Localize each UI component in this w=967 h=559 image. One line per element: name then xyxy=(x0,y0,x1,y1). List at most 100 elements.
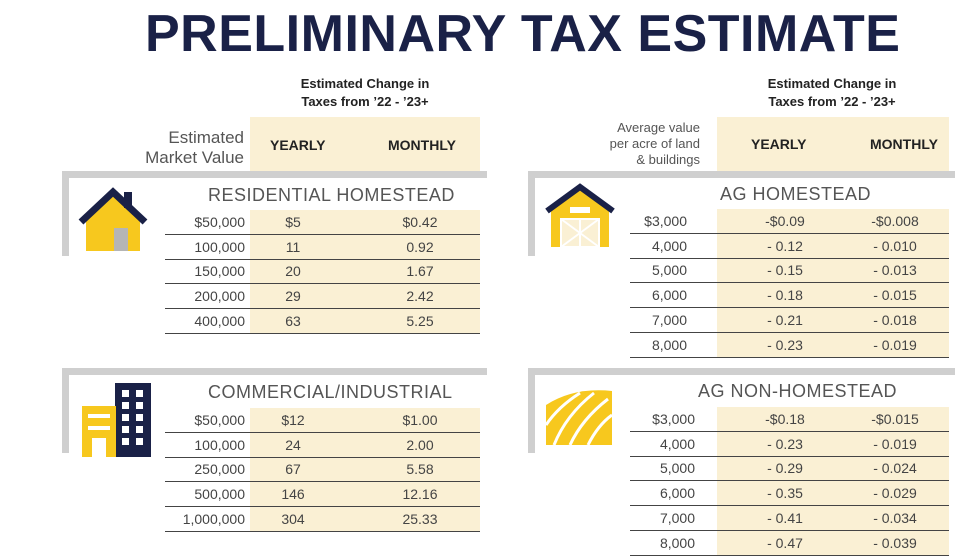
monthly-cell: -$0.015 xyxy=(871,411,919,427)
table-row: 500,000 146 12.16 xyxy=(165,482,480,508)
table-row: 6,000 - 0.35 - 0.029 xyxy=(630,481,949,507)
value-cell: 6,000 xyxy=(659,485,695,502)
value-cell: 6,000 xyxy=(651,287,687,304)
yearly-cell: -$0.09 xyxy=(765,213,805,229)
value-cell: 400,000 xyxy=(194,312,245,329)
monthly-cell: $1.00 xyxy=(402,412,438,428)
table-row: 7,000 - 0.21 - 0.018 xyxy=(630,308,949,333)
monthly-cell: - 0.018 xyxy=(873,311,917,328)
yearly-cell: - 0.47 xyxy=(767,534,803,551)
monthly-cell: - 0.013 xyxy=(873,262,917,279)
ag-homestead-bracket xyxy=(528,171,955,256)
residential-section-title: RESIDENTIAL HOMESTEAD xyxy=(208,185,455,205)
table-row: $3,000 -$0.09 -$0.008 xyxy=(630,209,949,234)
yearly-cell: - 0.15 xyxy=(767,262,803,279)
monthly-cell: 1.67 xyxy=(406,263,434,280)
left-value-label-line1: Estimated xyxy=(168,128,244,147)
table-row: $50,000 $5 $0.42 xyxy=(165,210,480,235)
right-change-header-line2: Taxes from ’22 - ’23+ xyxy=(768,94,896,109)
right-value-label-line2: per acre of land xyxy=(609,136,700,151)
house-icon xyxy=(78,187,148,251)
yearly-cell: - 0.23 xyxy=(767,336,803,353)
right-value-label-line1: Average value xyxy=(617,120,700,135)
table-row: 8,000 - 0.47 - 0.039 xyxy=(630,531,949,556)
value-cell: 1,000,000 xyxy=(182,510,245,527)
monthly-cell: $0.42 xyxy=(402,214,438,230)
value-cell: 7,000 xyxy=(651,311,687,328)
monthly-cell: - 0.019 xyxy=(873,435,917,452)
monthly-cell: -$0.008 xyxy=(871,213,919,229)
monthly-cell: - 0.010 xyxy=(873,237,917,254)
monthly-cell: 5.58 xyxy=(406,461,434,478)
value-cell: 8,000 xyxy=(659,534,695,551)
yearly-cell: - 0.18 xyxy=(767,287,803,304)
ag-homestead-section-title: AG HOMESTEAD xyxy=(720,184,872,204)
value-cell: 5,000 xyxy=(651,262,687,279)
commercial-section-title: COMMERCIAL/INDUSTRIAL xyxy=(208,382,453,402)
left-change-header-line1: Estimated Change in xyxy=(300,76,430,91)
table-row: 1,000,000 304 25.33 xyxy=(165,507,480,532)
value-cell: 4,000 xyxy=(651,237,687,254)
table-row: 7,000 - 0.41 - 0.034 xyxy=(630,506,949,531)
right-value-label-line3: & buildings xyxy=(636,152,700,167)
left-value-label-line2: Market Value xyxy=(145,148,244,167)
yearly-cell: 304 xyxy=(281,510,305,527)
right-change-header-line1: Estimated Change in xyxy=(767,76,897,91)
yearly-cell: $12 xyxy=(281,412,305,428)
yearly-cell: - 0.35 xyxy=(767,485,803,502)
value-cell: 4,000 xyxy=(659,435,695,452)
value-cell: $50,000 xyxy=(194,214,245,230)
monthly-cell: - 0.015 xyxy=(873,287,917,304)
yearly-cell: 24 xyxy=(285,436,301,453)
right-value-label: Average value per acre of land & buildin… xyxy=(570,120,700,168)
yearly-cell: - 0.41 xyxy=(767,509,803,526)
value-cell: $3,000 xyxy=(652,411,695,427)
table-row: 4,000 - 0.12 - 0.010 xyxy=(630,234,949,259)
right-monthly-header: MONTHLY xyxy=(870,136,938,152)
monthly-cell: - 0.029 xyxy=(873,485,917,502)
left-yearly-header: YEARLY xyxy=(270,137,326,153)
value-cell: 7,000 xyxy=(659,509,695,526)
value-cell: $50,000 xyxy=(194,412,245,428)
right-yearly-header: YEARLY xyxy=(751,136,807,152)
table-row: $3,000 -$0.18 -$0.015 xyxy=(630,407,949,432)
monthly-cell: 2.42 xyxy=(406,288,434,305)
yearly-cell: 63 xyxy=(285,312,301,329)
yearly-cell: 146 xyxy=(281,486,305,503)
monthly-cell: 12.16 xyxy=(402,486,438,503)
yearly-cell: - 0.21 xyxy=(767,311,803,328)
table-row: 100,000 11 0.92 xyxy=(165,235,480,260)
yearly-cell: $5 xyxy=(285,214,301,230)
left-change-header: Estimated Change in Taxes from ’22 - ’23… xyxy=(275,75,455,111)
commercial-bracket xyxy=(62,368,487,453)
value-cell: 100,000 xyxy=(194,238,245,255)
residential-shade xyxy=(250,210,480,334)
value-cell: 5,000 xyxy=(659,460,695,477)
monthly-cell: - 0.034 xyxy=(873,509,917,526)
value-cell: 500,000 xyxy=(194,486,245,503)
table-row: 150,000 20 1.67 xyxy=(165,259,480,285)
commercial-shade xyxy=(250,408,480,532)
monthly-cell: - 0.024 xyxy=(873,460,917,477)
value-cell: 150,000 xyxy=(194,263,245,280)
yearly-cell: 11 xyxy=(285,238,301,255)
table-row: 400,000 63 5.25 xyxy=(165,309,480,334)
yearly-cell: - 0.29 xyxy=(767,460,803,477)
monthly-cell: 2.00 xyxy=(406,436,434,453)
field-icon xyxy=(544,390,613,446)
yearly-cell: -$0.18 xyxy=(765,411,805,427)
residential-bracket xyxy=(62,171,487,256)
left-value-label: Estimated Market Value xyxy=(110,128,244,168)
ag-non-homestead-section-title: AG NON-HOMESTEAD xyxy=(698,381,898,401)
ag-non-homestead-bracket xyxy=(528,368,955,453)
value-cell: 250,000 xyxy=(194,461,245,478)
yearly-cell: - 0.12 xyxy=(767,237,803,254)
yearly-cell: 20 xyxy=(285,263,301,280)
table-row: 5,000 - 0.15 - 0.013 xyxy=(630,258,949,284)
monthly-cell: 5.25 xyxy=(406,312,434,329)
monthly-cell: - 0.019 xyxy=(873,336,917,353)
left-header-shade xyxy=(250,117,480,172)
yearly-cell: 29 xyxy=(285,288,301,305)
right-header-shade xyxy=(717,117,949,172)
table-row: 250,000 67 5.58 xyxy=(165,457,480,483)
